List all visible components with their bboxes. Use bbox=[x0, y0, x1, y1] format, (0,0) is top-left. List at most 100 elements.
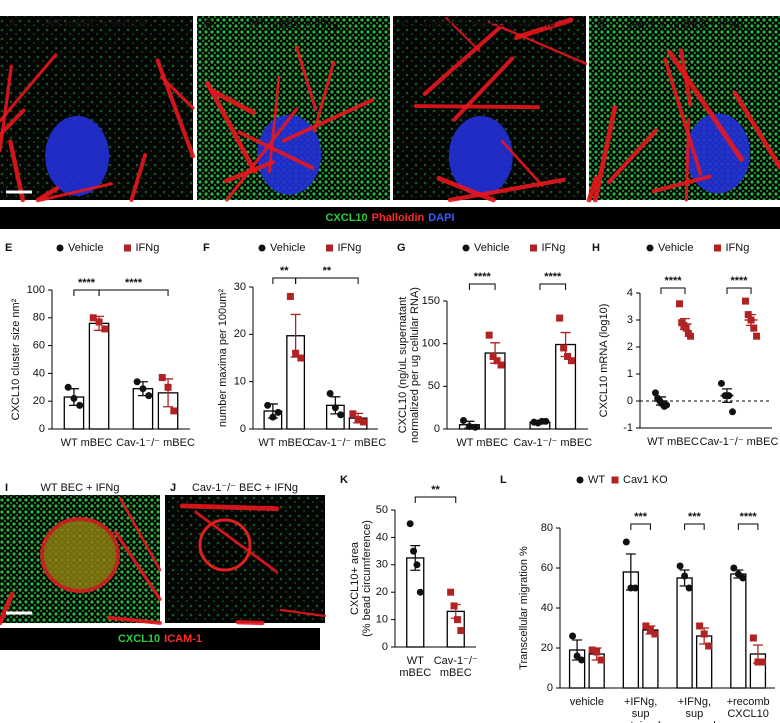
x-tick-label: +IFNg, bbox=[624, 696, 657, 708]
data-point bbox=[76, 401, 84, 409]
y-tick-label: 80 bbox=[33, 312, 45, 324]
data-point bbox=[730, 564, 738, 572]
data-point bbox=[264, 401, 272, 409]
y-tick-label: 1 bbox=[627, 368, 633, 380]
x-tick-label: vehicle bbox=[570, 696, 604, 708]
actin-fiber bbox=[663, 57, 703, 176]
data-point bbox=[622, 538, 630, 546]
data-point bbox=[651, 389, 659, 397]
data-point bbox=[739, 574, 747, 582]
y-tick-label: 20 bbox=[234, 328, 246, 340]
data-point bbox=[326, 390, 334, 397]
panel-letter: D bbox=[597, 18, 605, 30]
actin-fiber bbox=[194, 510, 279, 574]
caption-part: CXCL10 bbox=[325, 212, 367, 224]
actin-fiber bbox=[268, 75, 281, 174]
data-point bbox=[651, 630, 659, 638]
actin-fiber bbox=[679, 48, 693, 107]
data-point bbox=[675, 300, 683, 308]
data-point bbox=[459, 416, 467, 424]
x-tick-label: WT mBEC bbox=[258, 437, 310, 449]
actin-fiber bbox=[452, 56, 515, 122]
actin-fiber bbox=[294, 44, 318, 111]
y-tick-label: 3 bbox=[627, 314, 633, 326]
actin-fiber bbox=[667, 50, 744, 162]
bar bbox=[642, 629, 659, 689]
x-tick-label: mBEC bbox=[399, 667, 431, 679]
caption-part: DAPI bbox=[428, 212, 454, 224]
x-tick-label: retained bbox=[621, 720, 661, 723]
data-point bbox=[493, 357, 501, 365]
legend-marker bbox=[124, 244, 131, 252]
actin-fiber bbox=[684, 117, 691, 202]
y-tick-label: 20 bbox=[376, 586, 388, 598]
data-point bbox=[741, 297, 749, 305]
y-axis-label: CXCL10 (ng/uL supernatant bbox=[397, 297, 409, 434]
x-tick-label: sup bbox=[686, 708, 704, 720]
legend-label: Vehicle bbox=[474, 242, 509, 254]
actin-fiber bbox=[436, 175, 496, 203]
panel-letter: A bbox=[8, 18, 16, 30]
actin-fiber bbox=[732, 90, 780, 170]
data-point bbox=[676, 562, 684, 570]
legend-marker bbox=[611, 476, 619, 484]
data-point bbox=[747, 316, 755, 324]
legend-label: IFNg bbox=[338, 242, 362, 254]
x-tick-label: removed bbox=[673, 720, 716, 723]
data-point bbox=[133, 378, 141, 386]
nucleus bbox=[448, 116, 513, 197]
legend-label: Vehicle bbox=[270, 242, 305, 254]
data-point bbox=[497, 361, 505, 369]
data-point bbox=[471, 423, 479, 431]
data-point bbox=[750, 324, 758, 332]
actin-fiber bbox=[422, 23, 505, 96]
panel-letter: H bbox=[592, 242, 600, 254]
y-tick-label: 30 bbox=[234, 281, 246, 293]
y-tick-label: 30 bbox=[376, 559, 388, 571]
significance-bracket bbox=[272, 277, 297, 284]
actin-fiber bbox=[651, 174, 712, 194]
data-point bbox=[453, 616, 461, 624]
significance-bracket bbox=[726, 287, 752, 294]
legend-label: IFNg bbox=[542, 242, 566, 254]
panel-letter: I bbox=[5, 482, 8, 494]
data-point bbox=[734, 570, 742, 578]
significance-label: **** bbox=[544, 271, 562, 283]
caption-part: ICAM-1 bbox=[164, 633, 202, 645]
data-point bbox=[274, 408, 282, 416]
panel-letter: B bbox=[205, 18, 213, 30]
x-tick-label: Cav-1⁻/⁻ mBEC bbox=[116, 437, 195, 449]
legend-label: Cav1 KO bbox=[623, 474, 668, 486]
panel-title: Cav-1⁻/⁻ mBEC + Vehicle bbox=[424, 18, 555, 30]
significance-bracket bbox=[660, 287, 686, 294]
data-point bbox=[170, 407, 178, 415]
data-point bbox=[631, 584, 639, 592]
x-tick-label: Cav-1⁻/⁻ mBEC bbox=[700, 436, 779, 448]
data-point bbox=[685, 584, 693, 592]
y-axis-label: normalized per ug cellular RNA) bbox=[409, 287, 421, 443]
data-point bbox=[744, 311, 752, 319]
data-point bbox=[705, 642, 713, 650]
significance-label: **** bbox=[125, 277, 143, 289]
actin-fiber bbox=[237, 130, 315, 170]
caption-part: CXCL10 bbox=[118, 633, 160, 645]
y-axis-label: Transcellular migration % bbox=[518, 546, 530, 670]
data-point bbox=[663, 401, 671, 409]
data-point bbox=[457, 627, 465, 635]
x-tick-label: Cav-1⁻/⁻ bbox=[434, 655, 478, 667]
y-tick-label: 2 bbox=[627, 341, 633, 353]
y-axis-label: (% bead circumference) bbox=[361, 520, 373, 637]
data-point bbox=[292, 349, 300, 357]
caption-bar bbox=[0, 628, 320, 650]
data-point bbox=[749, 634, 757, 642]
data-point bbox=[101, 325, 109, 333]
actin-fiber bbox=[114, 530, 162, 601]
panel-letter: L bbox=[500, 474, 507, 486]
significance-label: **** bbox=[730, 275, 748, 287]
significance-bracket bbox=[295, 277, 359, 284]
actin-fiber bbox=[0, 53, 58, 123]
data-point bbox=[758, 658, 766, 666]
data-point bbox=[139, 385, 147, 393]
y-tick-label: 80 bbox=[541, 522, 553, 534]
data-point bbox=[450, 602, 458, 610]
